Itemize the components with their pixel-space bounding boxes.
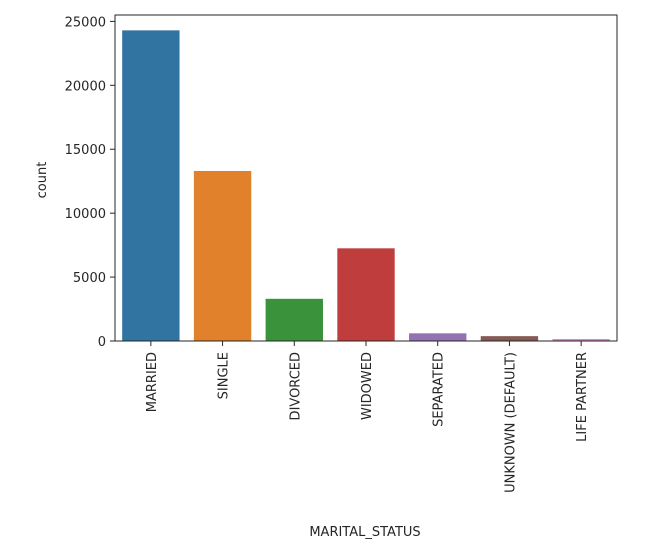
x-tick-label: MARRIED xyxy=(145,352,160,412)
bar-single xyxy=(193,170,252,341)
x-tick-label: UNKNOWN (DEFAULT) xyxy=(503,352,518,493)
y-tick-label: 20000 xyxy=(65,79,106,94)
y-axis: 0 5000 10000 15000 20000 25000 xyxy=(65,15,115,350)
bar-unknown-default xyxy=(480,336,539,341)
x-axis: MARRIED SINGLE DIVORCED WIDOWED SEPARATED UNK… xyxy=(145,341,590,493)
y-tick-label: 15000 xyxy=(65,143,106,158)
bar-divorced xyxy=(265,298,323,341)
y-tick-label: 25000 xyxy=(65,15,106,30)
x-tick-label: SEPARATED xyxy=(432,352,447,427)
bar-life-partner xyxy=(552,339,610,341)
y-tick-label: 5000 xyxy=(73,271,106,286)
bar-widowed xyxy=(337,248,395,341)
y-tick-label: 0 xyxy=(98,335,106,350)
x-tick-label: LIFE PARTNER xyxy=(575,352,590,442)
x-tick-label: SINGLE xyxy=(217,352,232,399)
y-tick-label: 10000 xyxy=(65,207,106,222)
x-tick-label: WIDOWED xyxy=(360,352,375,420)
x-axis-label: MARITAL_STATUS xyxy=(309,525,420,540)
y-axis-label: count xyxy=(35,162,50,199)
x-tick-label: DIVORCED xyxy=(288,352,303,420)
bars-group xyxy=(122,30,610,341)
bar-married xyxy=(122,30,180,341)
bar-separated xyxy=(409,333,467,341)
